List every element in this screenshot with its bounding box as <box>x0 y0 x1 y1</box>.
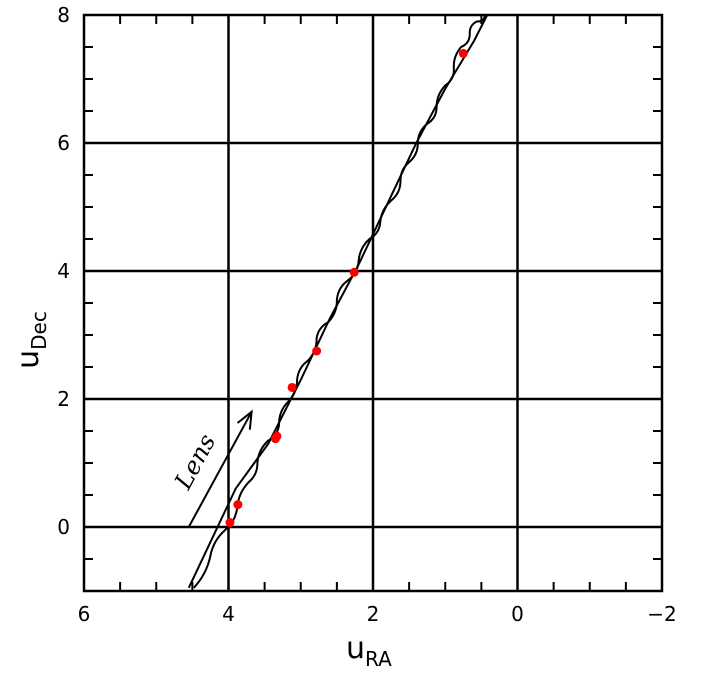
y-tick-label: 4 <box>57 259 70 283</box>
data-point <box>287 382 297 392</box>
x-tick-label: −2 <box>647 602 676 626</box>
y-tick-label: 6 <box>57 131 70 155</box>
x-axis-label-sub: RA <box>365 647 392 671</box>
series-line <box>187 14 489 589</box>
data-point <box>349 267 359 277</box>
data-point <box>233 500 243 510</box>
y-tick-label: 2 <box>57 387 70 411</box>
annotation-label: Lens <box>169 429 222 494</box>
annotation-arrow-head <box>236 409 253 430</box>
data-points <box>225 48 468 528</box>
x-tick-labels: 6 4 2 0 −2 <box>78 602 677 626</box>
x-axis-label-main: u <box>346 631 365 666</box>
y-tick-labels: 0 2 4 6 8 <box>57 3 70 539</box>
y-axis-label-main: u <box>11 350 46 369</box>
data-point <box>312 346 322 356</box>
y-axis-label: uDec <box>11 311 51 369</box>
minor-ticks <box>83 14 663 592</box>
data-curves <box>187 14 489 589</box>
x-axis-label: uRA <box>346 631 392 671</box>
plot-frame <box>82 13 664 593</box>
y-axis-label-sub: Dec <box>27 311 51 350</box>
x-tick-label: 0 <box>511 602 524 626</box>
grid-lines <box>84 15 662 591</box>
y-tick-label: 8 <box>57 3 70 27</box>
x-tick-label: 6 <box>78 602 91 626</box>
x-tick-label: 4 <box>222 602 235 626</box>
annotation-arrow-shaft <box>187 411 253 528</box>
y-tick-label: 0 <box>57 515 70 539</box>
data-point <box>270 434 280 444</box>
annotation: Lens <box>169 409 253 528</box>
x-tick-label: 2 <box>367 602 380 626</box>
data-point <box>458 48 468 58</box>
data-point <box>225 518 235 528</box>
